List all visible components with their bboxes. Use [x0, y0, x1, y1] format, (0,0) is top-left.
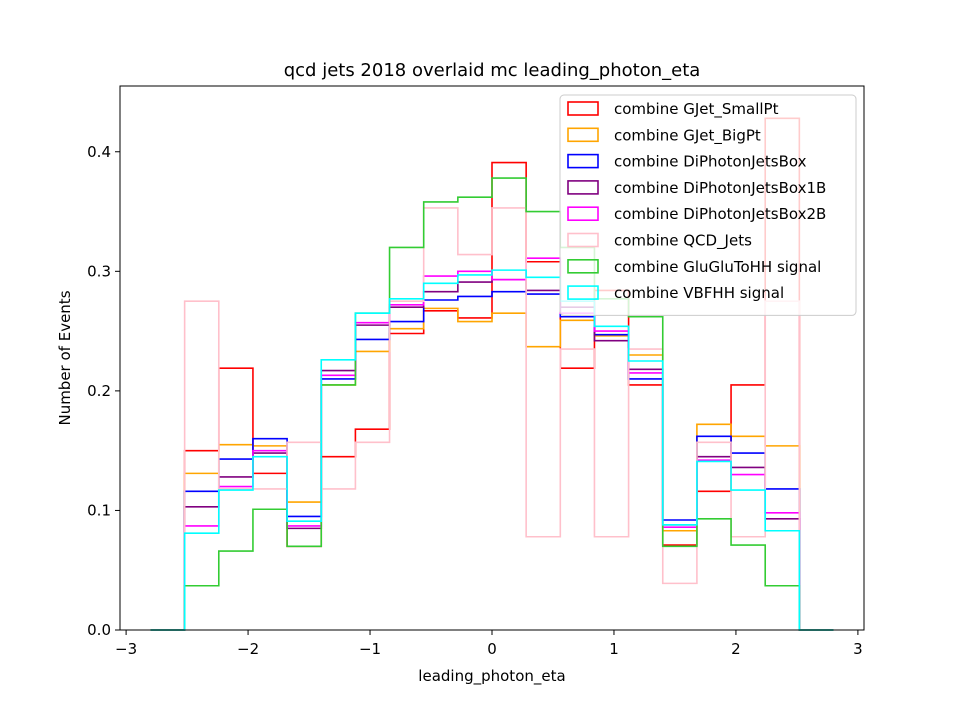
x-tick-label: 3	[853, 640, 863, 658]
y-tick-label: 0.0	[87, 621, 111, 639]
x-tick-label: −3	[115, 640, 137, 658]
y-tick-label: 0.1	[87, 501, 111, 519]
x-tick-label: 1	[609, 640, 619, 658]
series-line-6	[150, 177, 834, 631]
y-tick-label: 0.3	[87, 262, 111, 280]
x-axis: −3 −2 −1 0 1 2 3	[115, 630, 863, 658]
x-tick-label: −1	[359, 640, 381, 658]
series-line-2	[150, 290, 834, 631]
plot-area	[119, 85, 865, 631]
legend-entry-label: combine GJet_SmallPt	[614, 100, 779, 119]
legend-swatch	[567, 206, 599, 221]
legend-swatch	[567, 232, 599, 248]
legend-entry-label: combine DiPhotonJetsBox	[614, 153, 807, 171]
x-tick-label: −2	[237, 640, 259, 658]
y-axis: 0.0 0.1 0.2 0.3 0.4	[87, 143, 120, 639]
legend-box	[559, 94, 857, 316]
x-tick-label: 0	[487, 640, 497, 658]
legend-swatch	[567, 258, 599, 274]
legend-swatch	[567, 127, 599, 143]
legend-entry-label: combine QCD_Jets	[614, 232, 752, 251]
legend-swatch	[567, 101, 599, 116]
series-line-3	[150, 278, 834, 631]
y-tick-label: 0.2	[87, 382, 111, 400]
series-line-1	[150, 307, 834, 631]
legend-entry-label: combine DiPhotonJetsBox2B	[614, 205, 826, 223]
legend-swatch	[567, 153, 599, 169]
legend-entry-label: combine GluGluToHH signal	[614, 258, 821, 276]
legend-entry-label: combine GJet_BigPt	[614, 126, 761, 145]
y-axis-label: Number of Events	[56, 290, 74, 425]
x-axis-label: leading_photon_eta	[418, 667, 565, 686]
chart-title: qcd jets 2018 overlaid mc leading_photon…	[284, 60, 701, 81]
y-tick-label: 0.4	[87, 143, 111, 161]
legend-entry-label: combine DiPhotonJetsBox1B	[614, 179, 826, 197]
x-tick-label: 2	[731, 640, 741, 658]
legend-swatch	[567, 180, 599, 195]
series-line-7	[150, 269, 834, 631]
legend-entry-label: combine VBFHH signal	[614, 284, 784, 302]
legend-swatch	[567, 285, 599, 300]
